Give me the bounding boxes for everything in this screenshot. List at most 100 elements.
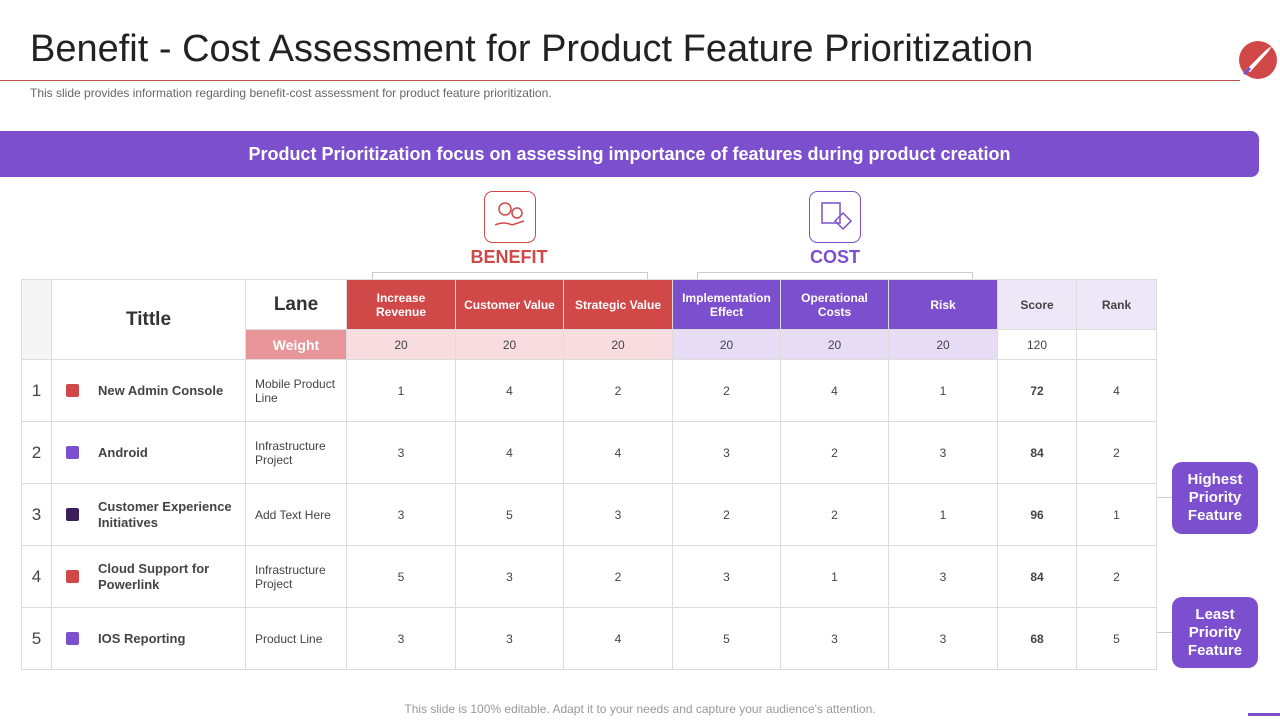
callout: Highest Priority Feature <box>1172 462 1258 534</box>
row-index: 1 <box>22 360 52 422</box>
benefit-bracket <box>372 272 648 280</box>
benefit-icon <box>484 191 536 243</box>
row-value: 4 <box>456 422 564 484</box>
row-score: 68 <box>998 608 1077 670</box>
row-value: 1 <box>347 360 456 422</box>
weight-label: Weight <box>246 330 347 360</box>
row-value: 3 <box>347 608 456 670</box>
row-title-text: Customer Experience Initiatives <box>98 498 232 530</box>
column-header: Implementation Effect <box>673 280 781 330</box>
cost-icon <box>809 191 861 243</box>
row-index: 5 <box>22 608 52 670</box>
row-value: 4 <box>564 422 673 484</box>
score-header: Score <box>998 280 1077 330</box>
column-header: Risk <box>889 280 998 330</box>
weight-total: 120 <box>998 330 1077 360</box>
row-rank: 2 <box>1077 422 1157 484</box>
weight-cell: 20 <box>456 330 564 360</box>
row-lane: Mobile Product Line <box>246 360 347 422</box>
cost-label: COST <box>809 247 860 267</box>
row-title-text: Android <box>98 444 148 460</box>
banner: Product Prioritization focus on assessin… <box>0 131 1259 177</box>
weight-cell: 20 <box>781 330 889 360</box>
column-header: Increase Revenue <box>347 280 456 330</box>
row-rank: 2 <box>1077 546 1157 608</box>
row-score: 84 <box>998 422 1077 484</box>
row-value: 3 <box>889 422 998 484</box>
weight-cell: 20 <box>889 330 998 360</box>
weight-blank <box>1077 330 1157 360</box>
row-title-text: IOS Reporting <box>98 630 186 646</box>
rank-header: Rank <box>1077 280 1157 330</box>
row-value: 3 <box>456 546 564 608</box>
row-value: 3 <box>673 546 781 608</box>
weight-cell: 20 <box>673 330 781 360</box>
row-value: 2 <box>564 360 673 422</box>
row-score: 72 <box>998 360 1077 422</box>
lane-header: Lane <box>246 280 347 330</box>
title-header: Tittle <box>52 280 246 360</box>
row-value: 5 <box>456 484 564 546</box>
row-title-text: New Admin Console <box>98 382 224 398</box>
corner-bar <box>1248 713 1280 716</box>
title: Benefit - Cost Assessment for Product Fe… <box>30 28 1034 70</box>
row-value: 3 <box>889 546 998 608</box>
subtitle: This slide provides information regardin… <box>30 86 552 100</box>
row-title: New Admin Console <box>52 360 246 422</box>
row-title: Android <box>52 422 246 484</box>
row-value: 2 <box>781 484 889 546</box>
row-title: Customer Experience Initiatives <box>52 484 246 546</box>
row-value: 1 <box>889 360 998 422</box>
row-value: 4 <box>456 360 564 422</box>
callout: Least Priority Feature <box>1172 597 1258 668</box>
logo <box>1239 41 1277 79</box>
row-value: 3 <box>781 608 889 670</box>
row-rank: 5 <box>1077 608 1157 670</box>
row-value: 4 <box>781 360 889 422</box>
row-value: 2 <box>673 360 781 422</box>
footer: This slide is 100% editable. Adapt it to… <box>404 702 876 716</box>
row-lane: Infrastructure Project <box>246 546 347 608</box>
row-title: IOS Reporting <box>52 608 246 670</box>
row-value: 1 <box>889 484 998 546</box>
row-rank: 1 <box>1077 484 1157 546</box>
index-header <box>22 280 52 360</box>
row-lane: Infrastructure Project <box>246 422 347 484</box>
column-header: Customer Value <box>456 280 564 330</box>
row-title: Cloud Support for Powerlink <box>52 546 246 608</box>
row-value: 2 <box>564 546 673 608</box>
row-index: 3 <box>22 484 52 546</box>
row-marker <box>66 632 79 645</box>
row-index: 2 <box>22 422 52 484</box>
row-index: 4 <box>22 546 52 608</box>
row-value: 3 <box>564 484 673 546</box>
row-marker <box>66 446 79 459</box>
row-value: 3 <box>456 608 564 670</box>
row-value: 5 <box>347 546 456 608</box>
benefit-label: BENEFIT <box>470 247 548 267</box>
row-value: 4 <box>564 608 673 670</box>
weight-cell: 20 <box>347 330 456 360</box>
row-marker <box>66 384 79 397</box>
row-score: 96 <box>998 484 1077 546</box>
row-value: 3 <box>347 422 456 484</box>
row-value: 2 <box>673 484 781 546</box>
row-value: 2 <box>781 422 889 484</box>
row-value: 1 <box>781 546 889 608</box>
row-value: 3 <box>673 422 781 484</box>
cost-bracket <box>697 272 973 280</box>
table: Tittle Lane Weight Increase Revenue 20 Custom… <box>21 279 1157 670</box>
connector <box>1157 497 1172 498</box>
column-header: Strategic Value <box>564 280 673 330</box>
row-rank: 4 <box>1077 360 1157 422</box>
row-title-text: Cloud Support for Powerlink <box>98 560 210 592</box>
row-score: 84 <box>998 546 1077 608</box>
weight-cell: 20 <box>564 330 673 360</box>
row-marker <box>66 570 79 583</box>
row-lane: Add Text Here <box>246 484 347 546</box>
row-lane: Product Line <box>246 608 347 670</box>
row-marker <box>66 508 79 521</box>
connector <box>1157 632 1172 633</box>
column-header: Operational Costs <box>781 280 889 330</box>
